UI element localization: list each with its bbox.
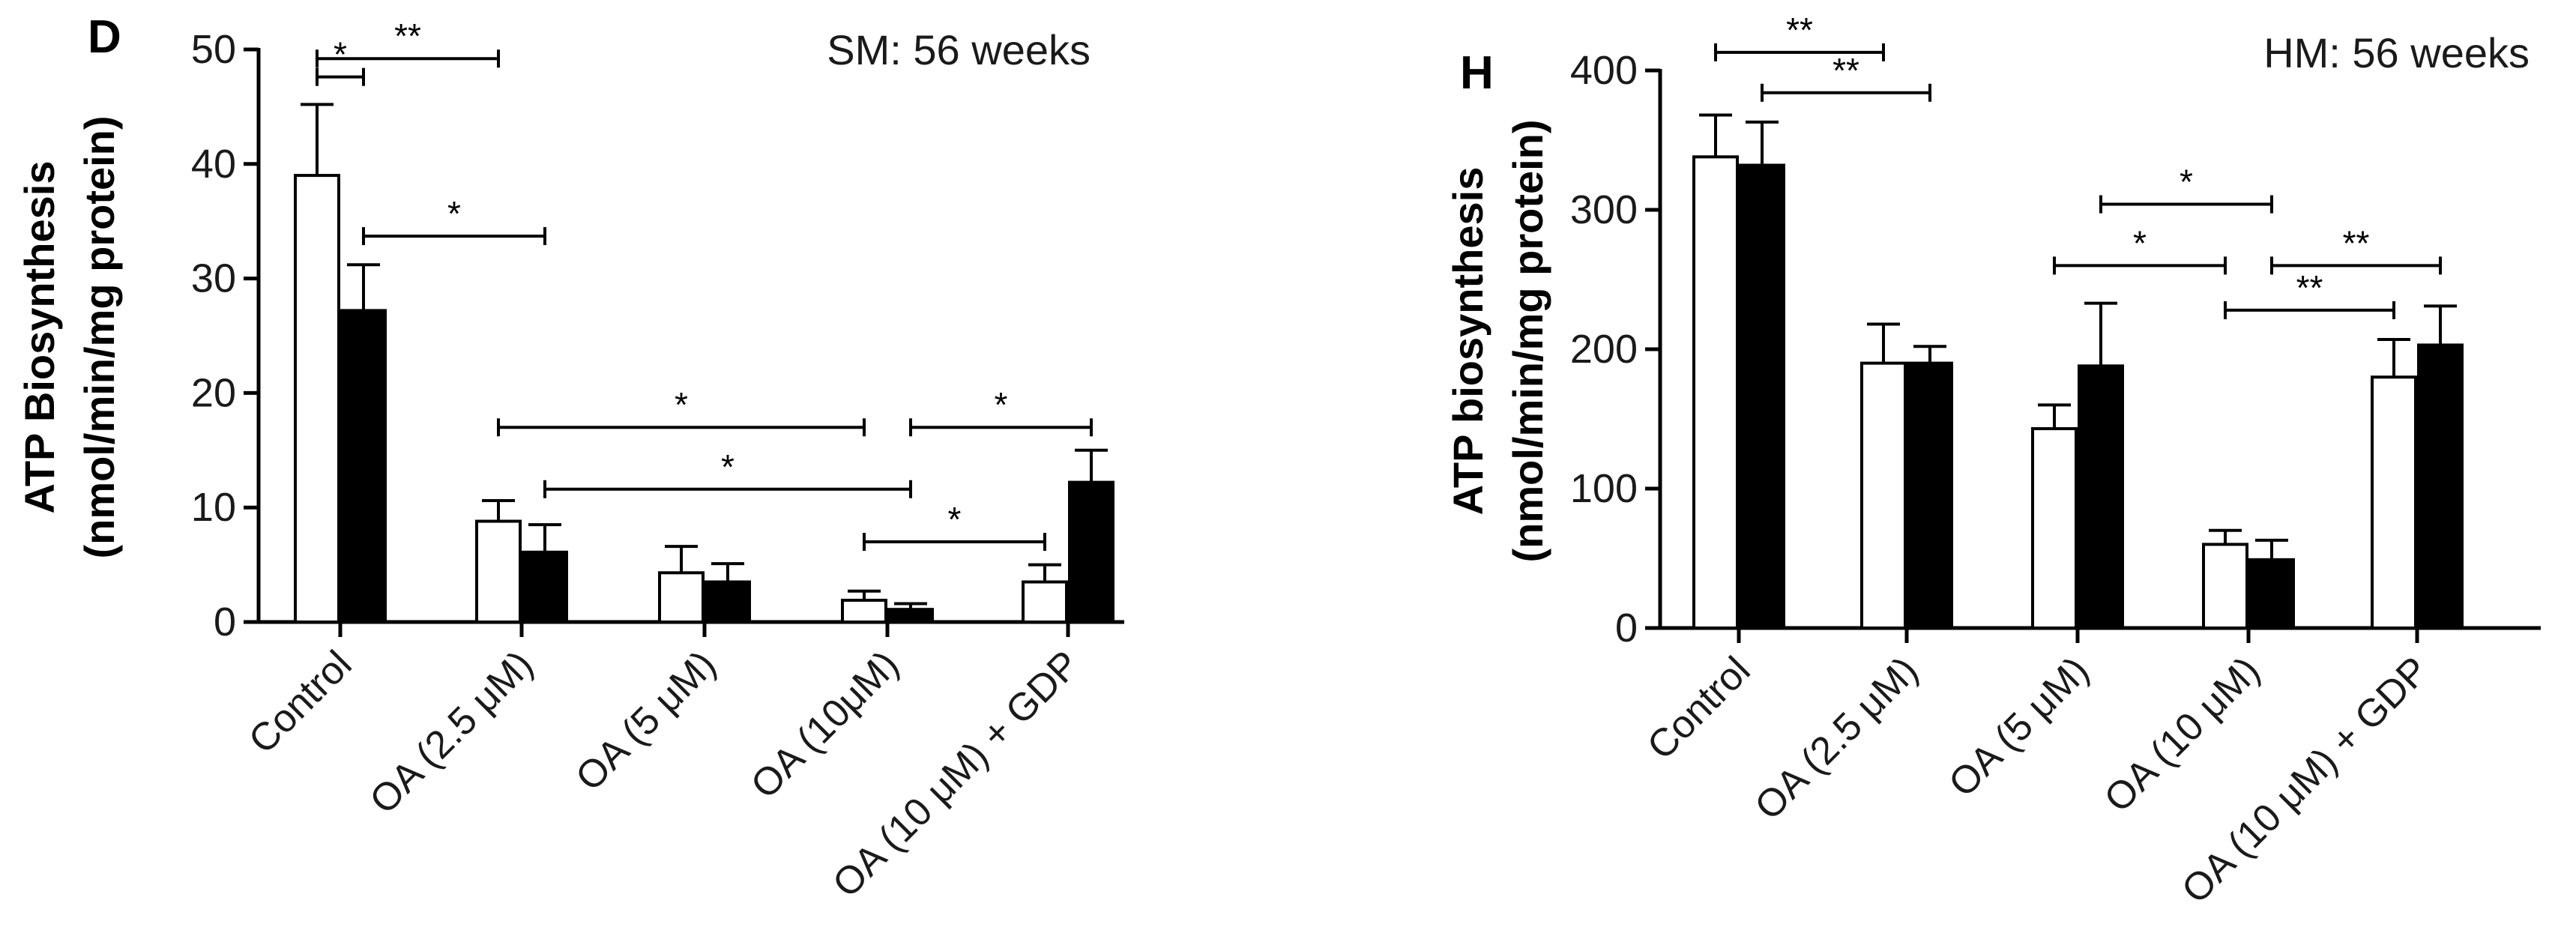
chart-panel-d: D SM: 56 weeks ATP Biosynthesis (nmol/min/m… (16, 11, 1124, 906)
bar-open (294, 174, 340, 624)
y-axis-label: ATP biosynthesis (1444, 167, 1491, 516)
chart-title: HM: 56 weeks (2263, 29, 2530, 76)
bar-open (475, 519, 522, 624)
bar-open (2031, 427, 2078, 630)
x-tick-label: OA (10μM) (743, 642, 908, 807)
bar-open (841, 598, 887, 624)
significance-label: * (721, 447, 735, 486)
x-tick-label: OA (5 μM) (567, 642, 724, 799)
y-tick-label: 10 (191, 485, 236, 530)
chart-title: SM: 56 weeks (827, 26, 1091, 73)
significance-label: * (447, 194, 461, 233)
significance-label: * (2133, 223, 2147, 262)
y-axis-label-units: (nmol/min/mg protein) (76, 115, 123, 558)
y-tick-label: 20 (191, 370, 236, 415)
significance-label: * (995, 385, 1008, 424)
bar-open (1692, 155, 1739, 630)
significance-label: ** (1833, 51, 1859, 90)
x-tick-label: Control (241, 642, 361, 762)
y-tick-label: 30 (191, 256, 236, 301)
y-tick-label: 0 (1615, 606, 1638, 650)
significance-label: ** (394, 16, 421, 55)
x-tick-label: OA (10 μM) (2096, 648, 2269, 821)
y-axis-label: ATP Biosynthesis (16, 161, 63, 514)
bar-open (2202, 543, 2248, 630)
bar-open (1022, 580, 1068, 624)
bar-filled (522, 550, 568, 624)
bar-open (2371, 375, 2417, 630)
significance-label: * (675, 385, 688, 424)
bar-filled (2417, 343, 2464, 630)
bar-filled (340, 309, 387, 624)
bar-open (658, 571, 705, 624)
significance-label: ** (2343, 223, 2370, 262)
y-tick-label: 100 (1570, 466, 1638, 511)
y-tick-label: 400 (1570, 48, 1638, 93)
y-tick-label: 50 (191, 27, 236, 72)
significance-label: ** (1786, 10, 1813, 49)
bar-filled (1739, 163, 1785, 630)
significance-label: * (2180, 163, 2193, 202)
x-tick-label: OA (2.5 μM) (1747, 648, 1927, 828)
significance-label: ** (2296, 268, 2323, 307)
y-tick-label: 300 (1570, 187, 1638, 232)
bar-open (1860, 361, 1907, 630)
bar-filled (2248, 558, 2295, 630)
significance-label: * (334, 35, 347, 74)
y-tick-label: 0 (214, 600, 236, 644)
bar-filled (705, 580, 751, 624)
significance-label: * (948, 500, 962, 539)
y-tick-label: 40 (191, 142, 236, 187)
y-axis-label-units: (nmol/min/mg protein) (1504, 119, 1551, 562)
y-tick-label: 200 (1570, 327, 1638, 372)
bar-filled (2078, 364, 2124, 630)
x-tick-label: OA (5 μM) (1940, 648, 2097, 805)
bar-filled (887, 608, 934, 624)
panel-letter: D (88, 11, 121, 63)
panel-letter: H (1460, 47, 1494, 99)
x-tick-label: OA (2.5 μM) (362, 642, 542, 822)
bar-filled (1907, 361, 1953, 630)
x-tick-label: Control (1639, 648, 1759, 768)
chart-panel-h: H HM: 56 weeks ATP biosynthesis (nmol/min/m… (1444, 10, 2541, 912)
bar-filled (1068, 480, 1114, 624)
